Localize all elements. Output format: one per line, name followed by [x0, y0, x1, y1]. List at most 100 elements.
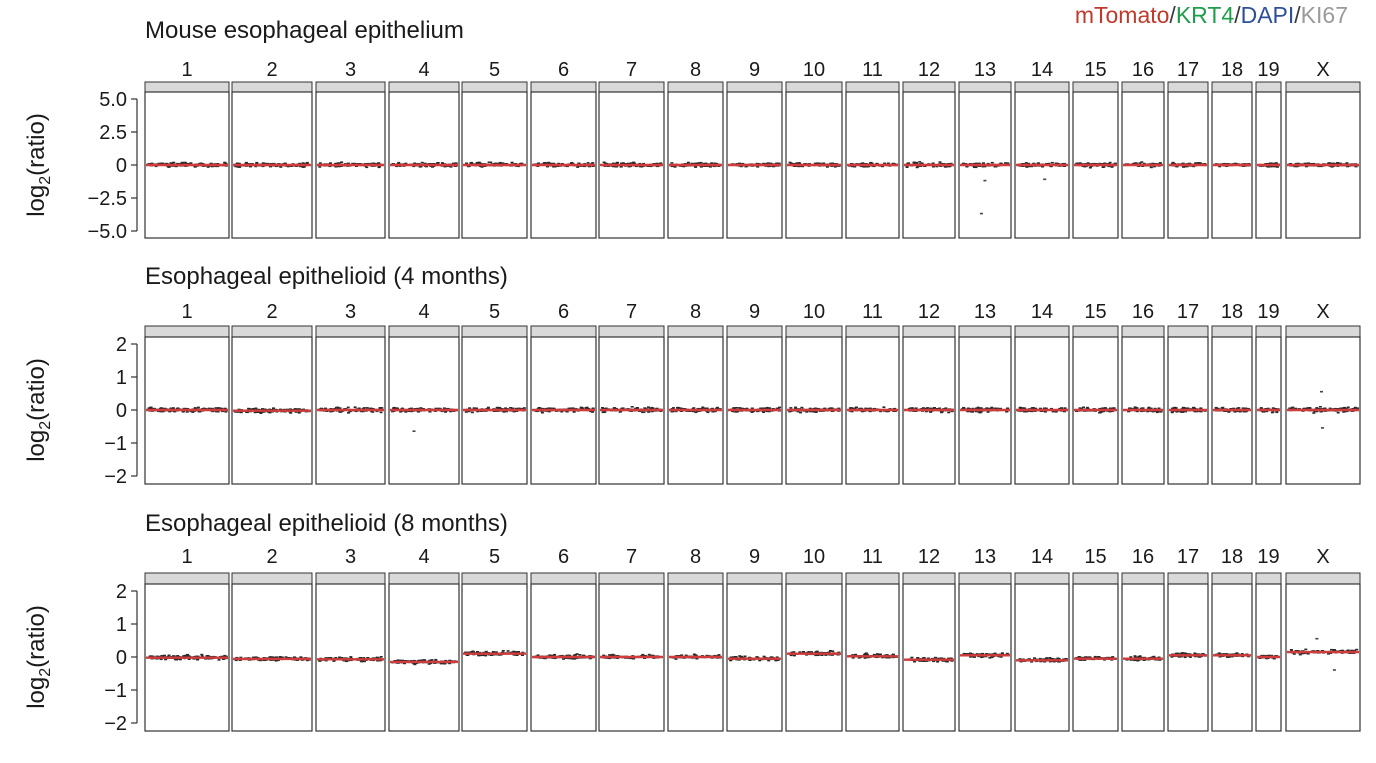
chrom-label: 16 — [1132, 301, 1154, 323]
data-point — [266, 162, 270, 165]
data-point — [907, 162, 910, 165]
data-point — [1149, 407, 1153, 410]
y-tick-label: −5.0 — [88, 221, 127, 243]
data-point — [160, 655, 164, 657]
data-point — [1346, 165, 1350, 168]
data-point — [338, 656, 342, 659]
data-point — [1266, 165, 1270, 168]
data-point — [419, 659, 423, 662]
chrom-label: 3 — [345, 546, 356, 568]
chrom-panel-4: 4 — [388, 546, 460, 732]
data-point — [361, 410, 365, 413]
data-point — [548, 407, 552, 409]
data-point — [875, 162, 879, 165]
chrom-label: 17 — [1177, 59, 1199, 81]
data-point — [1274, 162, 1278, 164]
data-point — [1098, 162, 1102, 165]
data-point — [686, 161, 690, 164]
data-point — [266, 411, 270, 413]
data-point — [882, 406, 886, 408]
data-point — [476, 410, 480, 413]
data-point — [366, 657, 370, 659]
panel-strip — [144, 572, 230, 585]
data-point — [419, 407, 423, 409]
data-point — [643, 407, 647, 409]
data-point — [237, 162, 241, 165]
data-point — [833, 166, 837, 168]
data-point — [830, 410, 834, 412]
data-point — [1153, 407, 1157, 410]
data-point — [1049, 165, 1053, 168]
data-point — [293, 408, 297, 410]
data-point — [638, 162, 642, 165]
data-point — [279, 166, 283, 168]
data-point — [694, 411, 698, 414]
data-point — [1138, 162, 1142, 164]
data-point — [247, 407, 251, 410]
data-point — [931, 165, 935, 168]
data-point — [199, 162, 203, 165]
data-point — [772, 165, 775, 168]
data-point — [987, 407, 991, 410]
data-point — [211, 410, 215, 413]
data-point — [472, 407, 476, 409]
data-point — [873, 407, 876, 410]
chrom-panel-10: 10 — [785, 301, 843, 485]
data-point — [729, 659, 733, 662]
chrom-label: 5 — [489, 301, 500, 323]
data-point — [610, 654, 614, 657]
data-point — [1246, 407, 1250, 410]
data-point — [537, 162, 540, 165]
data-point — [276, 659, 280, 662]
chrom-panel-3: 3 — [315, 546, 386, 732]
panel-frame — [785, 583, 843, 732]
data-point — [1044, 407, 1048, 410]
data-point — [378, 165, 382, 168]
data-point — [349, 656, 353, 658]
chrom-panel-19: 19 — [1255, 301, 1282, 485]
data-point — [1232, 407, 1236, 410]
panel-strip — [1014, 325, 1070, 338]
chrom-panel-16: 16 — [1121, 301, 1165, 485]
chrom-label: 2 — [266, 301, 277, 323]
data-point — [303, 162, 307, 165]
data-point — [858, 407, 862, 410]
data-point — [879, 410, 883, 413]
panel-strip — [1072, 325, 1119, 338]
data-point — [1175, 165, 1179, 168]
data-point — [491, 651, 495, 653]
chrom-label: 18 — [1221, 301, 1243, 323]
data-point — [479, 654, 483, 656]
chrom-panel-13: 13 — [958, 59, 1012, 239]
panel-strip — [1167, 325, 1209, 338]
data-point — [974, 410, 978, 413]
data-point — [1323, 407, 1327, 410]
chrom-panel-5: 5 — [461, 546, 528, 732]
data-point — [929, 407, 933, 410]
data-point — [1171, 162, 1174, 165]
data-point — [708, 166, 712, 168]
data-point — [238, 659, 242, 661]
data-point — [701, 406, 705, 409]
data-point — [517, 651, 520, 653]
panel-strip — [1014, 81, 1070, 93]
data-point — [655, 407, 659, 410]
chrom-panel-4: 4 — [388, 301, 460, 485]
panel-strip — [1211, 325, 1253, 338]
data-point — [1055, 162, 1059, 165]
data-point — [428, 411, 432, 413]
data-point — [972, 162, 976, 165]
data-point — [299, 656, 303, 658]
panel-strip — [315, 325, 386, 338]
data-point — [448, 659, 452, 662]
data-point — [853, 165, 857, 168]
data-point — [512, 650, 516, 653]
data-point — [436, 162, 440, 164]
chrom-label: 5 — [489, 546, 500, 568]
data-point — [1114, 162, 1117, 165]
chart-panel-2: Esophageal epithelioid (4 months)log2(ra… — [23, 263, 1361, 488]
data-point — [412, 662, 416, 665]
y-axis-label: log2(ratio) — [23, 358, 54, 462]
data-point — [235, 656, 239, 659]
